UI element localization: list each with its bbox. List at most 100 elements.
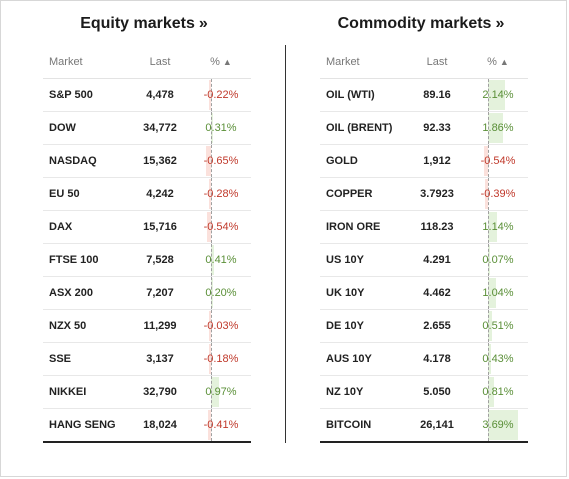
column-header-market[interactable]: Market bbox=[43, 46, 129, 79]
market-name[interactable]: NASDAQ bbox=[43, 144, 129, 178]
table-row[interactable]: NIKKEI 32,790 0.97% bbox=[43, 375, 251, 409]
percent-change-cell: 1.86% bbox=[468, 111, 528, 145]
last-price: 15,716 bbox=[129, 210, 191, 244]
percent-change: 1.14% bbox=[482, 221, 514, 233]
change-bar-track: 3.69% bbox=[468, 409, 528, 441]
market-name[interactable]: HANG SENG bbox=[43, 408, 129, 443]
market-name[interactable]: COPPER bbox=[320, 177, 406, 211]
percent-change-cell: -0.41% bbox=[191, 408, 251, 443]
market-name[interactable]: DE 10Y bbox=[320, 309, 406, 343]
percent-change: 0.97% bbox=[205, 386, 237, 398]
percent-change: 0.20% bbox=[205, 287, 237, 299]
last-price: 89.16 bbox=[406, 78, 468, 112]
market-name[interactable]: NZX 50 bbox=[43, 309, 129, 343]
market-name[interactable]: GOLD bbox=[320, 144, 406, 178]
percent-label: % bbox=[210, 56, 220, 68]
market-name[interactable]: SSE bbox=[43, 342, 129, 376]
percent-change-cell: 0.31% bbox=[191, 111, 251, 145]
percent-change-cell: 0.20% bbox=[191, 276, 251, 310]
change-bar-track: -0.65% bbox=[191, 145, 251, 177]
change-bar-track: 1.14% bbox=[468, 211, 528, 243]
market-name[interactable]: OIL (BRENT) bbox=[320, 111, 406, 145]
market-name[interactable]: EU 50 bbox=[43, 177, 129, 211]
percent-change: 0.51% bbox=[482, 320, 514, 332]
table-row[interactable]: BITCOIN 26,141 3.69% bbox=[320, 408, 528, 443]
table-row[interactable]: IRON ORE 118.23 1.14% bbox=[320, 210, 528, 244]
market-name[interactable]: IRON ORE bbox=[320, 210, 406, 244]
market-name[interactable]: FTSE 100 bbox=[43, 243, 129, 277]
change-bar-track: 2.14% bbox=[468, 79, 528, 111]
market-name[interactable]: ASX 200 bbox=[43, 276, 129, 310]
table-row[interactable]: SSE 3,137 -0.18% bbox=[43, 342, 251, 376]
table-row[interactable]: FTSE 100 7,528 0.41% bbox=[43, 243, 251, 277]
change-bar-track: -0.18% bbox=[191, 343, 251, 375]
market-name[interactable]: OIL (WTI) bbox=[320, 78, 406, 112]
table-row[interactable]: NASDAQ 15,362 -0.65% bbox=[43, 144, 251, 178]
percent-change: 0.31% bbox=[205, 122, 237, 134]
positive-change-bar bbox=[488, 245, 490, 275]
table-row[interactable]: DE 10Y 2.655 0.51% bbox=[320, 309, 528, 343]
table-row[interactable]: ASX 200 7,207 0.20% bbox=[43, 276, 251, 310]
table-row[interactable]: OIL (WTI) 89.16 2.14% bbox=[320, 78, 528, 112]
table-row[interactable]: DAX 15,716 -0.54% bbox=[43, 210, 251, 244]
market-name[interactable]: DOW bbox=[43, 111, 129, 145]
change-bar-track: 0.43% bbox=[468, 343, 528, 375]
sort-ascending-icon[interactable]: ▲ bbox=[222, 57, 232, 67]
chevron-right-double-icon: » bbox=[198, 15, 208, 32]
market-name[interactable]: US 10Y bbox=[320, 243, 406, 277]
column-header-last[interactable]: Last bbox=[129, 46, 191, 79]
market-name[interactable]: S&P 500 bbox=[43, 78, 129, 112]
market-name[interactable]: NIKKEI bbox=[43, 375, 129, 409]
market-name[interactable]: NZ 10Y bbox=[320, 375, 406, 409]
change-bar-track: 0.41% bbox=[191, 244, 251, 276]
percent-change: -0.22% bbox=[203, 89, 239, 101]
table-row[interactable]: NZ 10Y 5.050 0.81% bbox=[320, 375, 528, 409]
last-price: 92.33 bbox=[406, 111, 468, 145]
commodity-markets-link[interactable]: Commodity markets» bbox=[320, 15, 522, 33]
column-header-percent[interactable]: % ▲ bbox=[191, 46, 251, 79]
market-name[interactable]: BITCOIN bbox=[320, 408, 406, 443]
positive-change-bar bbox=[488, 344, 492, 374]
positive-change-bar bbox=[488, 410, 518, 440]
table-row[interactable]: OIL (BRENT) 92.33 1.86% bbox=[320, 111, 528, 145]
positive-change-bar bbox=[211, 278, 213, 308]
market-name[interactable]: UK 10Y bbox=[320, 276, 406, 310]
sort-ascending-icon[interactable]: ▲ bbox=[499, 57, 509, 67]
column-header-percent[interactable]: % ▲ bbox=[468, 46, 528, 79]
change-bar-track: -0.28% bbox=[191, 178, 251, 210]
table-row[interactable]: S&P 500 4,478 -0.22% bbox=[43, 78, 251, 112]
last-price: 4,242 bbox=[129, 177, 191, 211]
market-name[interactable]: AUS 10Y bbox=[320, 342, 406, 376]
table-header-row: Market Last % ▲ bbox=[43, 46, 251, 79]
commodity-title: Commodity markets bbox=[337, 15, 492, 32]
table-row[interactable]: UK 10Y 4.462 1.04% bbox=[320, 276, 528, 310]
positive-change-bar bbox=[488, 113, 503, 143]
last-price: 7,528 bbox=[129, 243, 191, 277]
last-price: 4.462 bbox=[406, 276, 468, 310]
percent-change: -0.39% bbox=[480, 188, 516, 200]
positive-change-bar bbox=[488, 377, 495, 407]
last-price: 4.291 bbox=[406, 243, 468, 277]
table-row[interactable]: AUS 10Y 4.178 0.43% bbox=[320, 342, 528, 376]
column-header-market[interactable]: Market bbox=[320, 46, 406, 79]
last-price: 18,024 bbox=[129, 408, 191, 443]
market-name[interactable]: DAX bbox=[43, 210, 129, 244]
column-header-last[interactable]: Last bbox=[406, 46, 468, 79]
table-row[interactable]: HANG SENG 18,024 -0.41% bbox=[43, 408, 251, 443]
equity-title: Equity markets bbox=[80, 15, 195, 32]
change-bar-track: 0.07% bbox=[468, 244, 528, 276]
table-row[interactable]: DOW 34,772 0.31% bbox=[43, 111, 251, 145]
table-row[interactable]: NZX 50 11,299 -0.03% bbox=[43, 309, 251, 343]
table-row[interactable]: GOLD 1,912 -0.54% bbox=[320, 144, 528, 178]
positive-change-bar bbox=[211, 377, 219, 407]
equity-markets-link[interactable]: Equity markets» bbox=[43, 15, 245, 33]
last-price: 118.23 bbox=[406, 210, 468, 244]
change-bar-track: -0.41% bbox=[191, 409, 251, 441]
table-row[interactable]: US 10Y 4.291 0.07% bbox=[320, 243, 528, 277]
percent-change: -0.41% bbox=[203, 419, 239, 431]
last-price: 3.7923 bbox=[406, 177, 468, 211]
table-row[interactable]: EU 50 4,242 -0.28% bbox=[43, 177, 251, 211]
positive-change-bar bbox=[488, 80, 506, 110]
table-row[interactable]: COPPER 3.7923 -0.39% bbox=[320, 177, 528, 211]
